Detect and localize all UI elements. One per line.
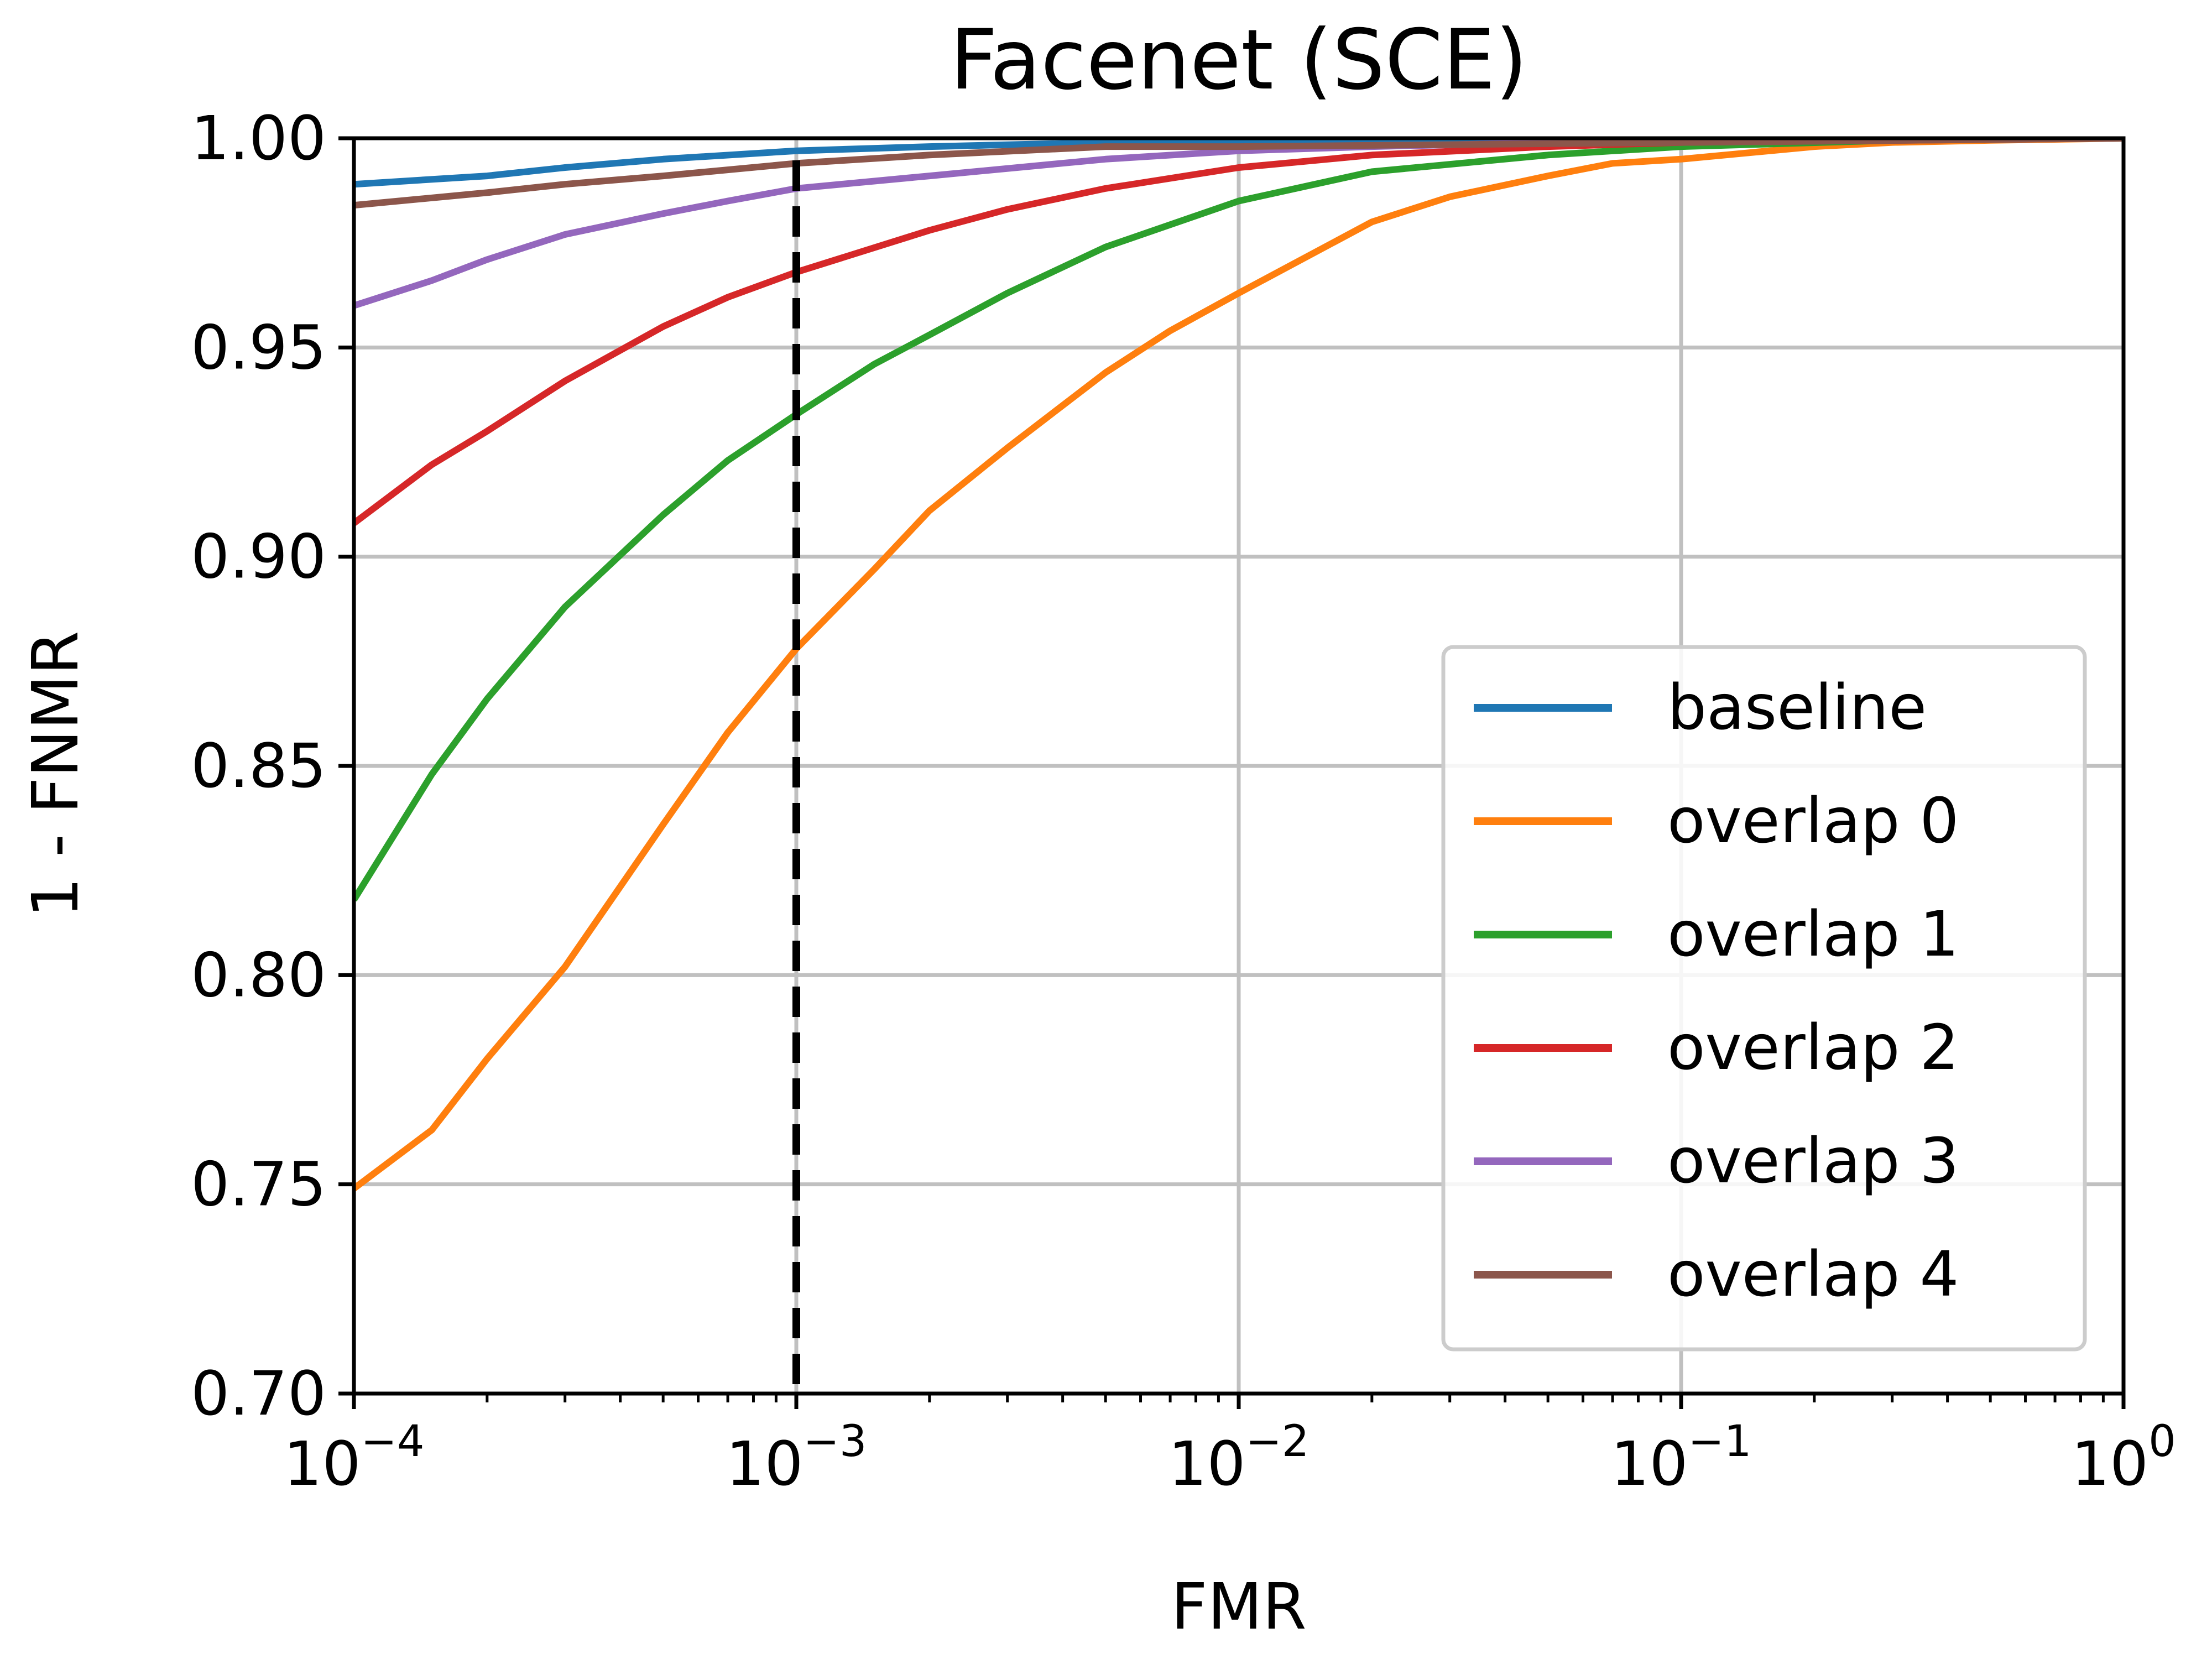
x-tick-label: 10−3 <box>726 1417 867 1499</box>
x-tick-exponent: 0 <box>2148 1417 2176 1467</box>
series-line-overlap-0 <box>354 138 2124 1191</box>
x-tick-base: 10 <box>1611 1428 1688 1499</box>
x-tick-base: 10 <box>1168 1428 1246 1499</box>
legend-item: overlap 0 <box>1474 785 1959 857</box>
series-line-overlap-2 <box>354 138 2124 526</box>
y-tick-label: 1.00 <box>191 103 326 174</box>
y-tick-label: 0.90 <box>191 521 326 592</box>
x-tick-label: 10−4 <box>284 1417 425 1499</box>
x-axis-label: FMR <box>1171 1570 1306 1644</box>
x-tick-label: 10−2 <box>1168 1417 1310 1499</box>
chart-title: Facenet (SCE) <box>950 12 1528 108</box>
legend-item: overlap 4 <box>1474 1239 1959 1311</box>
legend-item: overlap 1 <box>1474 899 1959 971</box>
series-line-overlap-4 <box>354 138 2124 209</box>
x-tick-exponent: −4 <box>361 1417 425 1467</box>
x-tick-label: 10−1 <box>1611 1417 1752 1499</box>
x-tick-label: 100 <box>2071 1417 2176 1499</box>
legend-label: baseline <box>1667 672 1927 744</box>
legend-label: overlap 2 <box>1667 1012 1959 1084</box>
x-tick-exponent: −2 <box>1246 1417 1310 1467</box>
y-tick-label: 0.85 <box>191 731 326 801</box>
plot-series <box>354 138 2124 1191</box>
legend-label: overlap 4 <box>1667 1239 1959 1311</box>
x-tick-exponent: −3 <box>804 1417 867 1467</box>
legend-label: overlap 3 <box>1667 1125 1959 1197</box>
legend-item: baseline <box>1474 672 1927 744</box>
series-line-overlap-1 <box>354 138 2124 902</box>
legend-label: overlap 1 <box>1667 899 1959 971</box>
legend: baseline overlap 0 overlap 1 overlap 2 overl… <box>1441 645 2087 1352</box>
y-tick-label: 0.75 <box>191 1149 326 1220</box>
x-tick-base: 10 <box>2071 1428 2148 1499</box>
x-tick-base: 10 <box>284 1428 361 1499</box>
x-tick-exponent: −1 <box>1688 1417 1752 1467</box>
y-tick-label: 0.80 <box>191 940 326 1010</box>
y-tick-label: 0.95 <box>191 312 326 383</box>
legend-label: overlap 0 <box>1667 785 1959 857</box>
x-tick-base: 10 <box>726 1428 804 1499</box>
legend-item: overlap 3 <box>1474 1125 1959 1197</box>
y-axis-label: 1 - FNMR <box>19 630 93 917</box>
y-tick-label: 0.70 <box>191 1358 326 1429</box>
legend-item: overlap 2 <box>1474 1012 1959 1084</box>
